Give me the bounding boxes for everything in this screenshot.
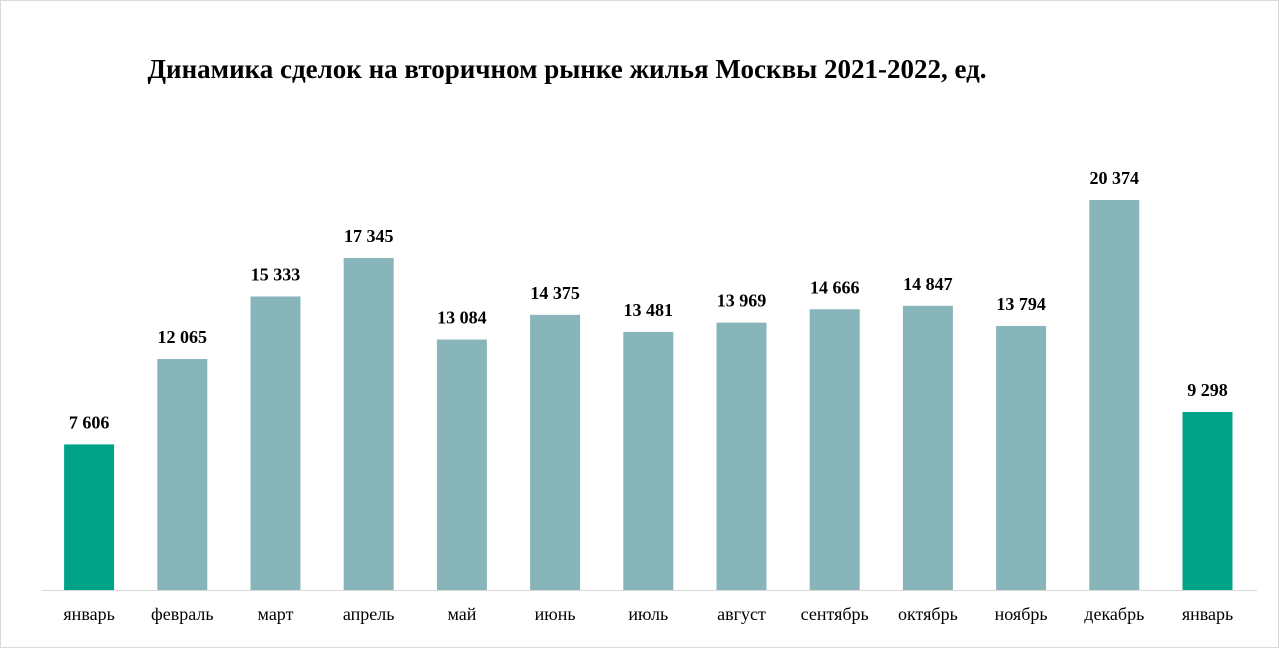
- value-label: 13 969: [717, 291, 767, 311]
- value-label: 12 065: [158, 327, 208, 347]
- bar: [250, 296, 301, 590]
- bar: [64, 444, 115, 590]
- value-label: 13 794: [996, 294, 1046, 314]
- value-label: 14 666: [810, 277, 860, 297]
- chart-title: Динамика сделок на вторичном рынке жилья…: [147, 54, 986, 84]
- value-label: 7 606: [69, 413, 110, 433]
- value-label: 14 375: [530, 283, 580, 303]
- bar: [1089, 200, 1140, 590]
- x-tick-label: декабрь: [1084, 604, 1144, 624]
- bar: [157, 359, 208, 590]
- value-label: 13 481: [624, 300, 674, 320]
- bar: [716, 322, 767, 590]
- bar: [1182, 412, 1233, 590]
- bar: [809, 309, 860, 590]
- x-tick-label: июнь: [535, 604, 576, 624]
- x-tick-label: ноябрь: [995, 604, 1048, 624]
- bar: [902, 305, 953, 590]
- x-tick-label: май: [447, 604, 476, 624]
- x-tick-label: февраль: [151, 604, 214, 624]
- x-tick-label: январь: [1182, 604, 1233, 624]
- value-label: 17 345: [344, 226, 394, 246]
- bar: [343, 257, 394, 590]
- x-tick-label: октябрь: [898, 604, 958, 624]
- value-label: 15 333: [251, 265, 301, 285]
- bar: [436, 339, 487, 590]
- bar: [996, 325, 1047, 590]
- bar: [623, 331, 674, 590]
- value-label: 9 298: [1187, 380, 1228, 400]
- x-tick-label: март: [258, 604, 294, 624]
- x-tick-label: сентябрь: [801, 604, 869, 624]
- bar: [530, 314, 581, 590]
- value-label: 13 084: [437, 308, 487, 328]
- x-tick-label: январь: [63, 604, 114, 624]
- x-tick-label: август: [717, 604, 766, 624]
- value-label: 20 374: [1090, 168, 1140, 188]
- value-label: 14 847: [903, 274, 953, 294]
- x-tick-label: июль: [628, 604, 668, 624]
- x-tick-label: апрель: [343, 604, 395, 624]
